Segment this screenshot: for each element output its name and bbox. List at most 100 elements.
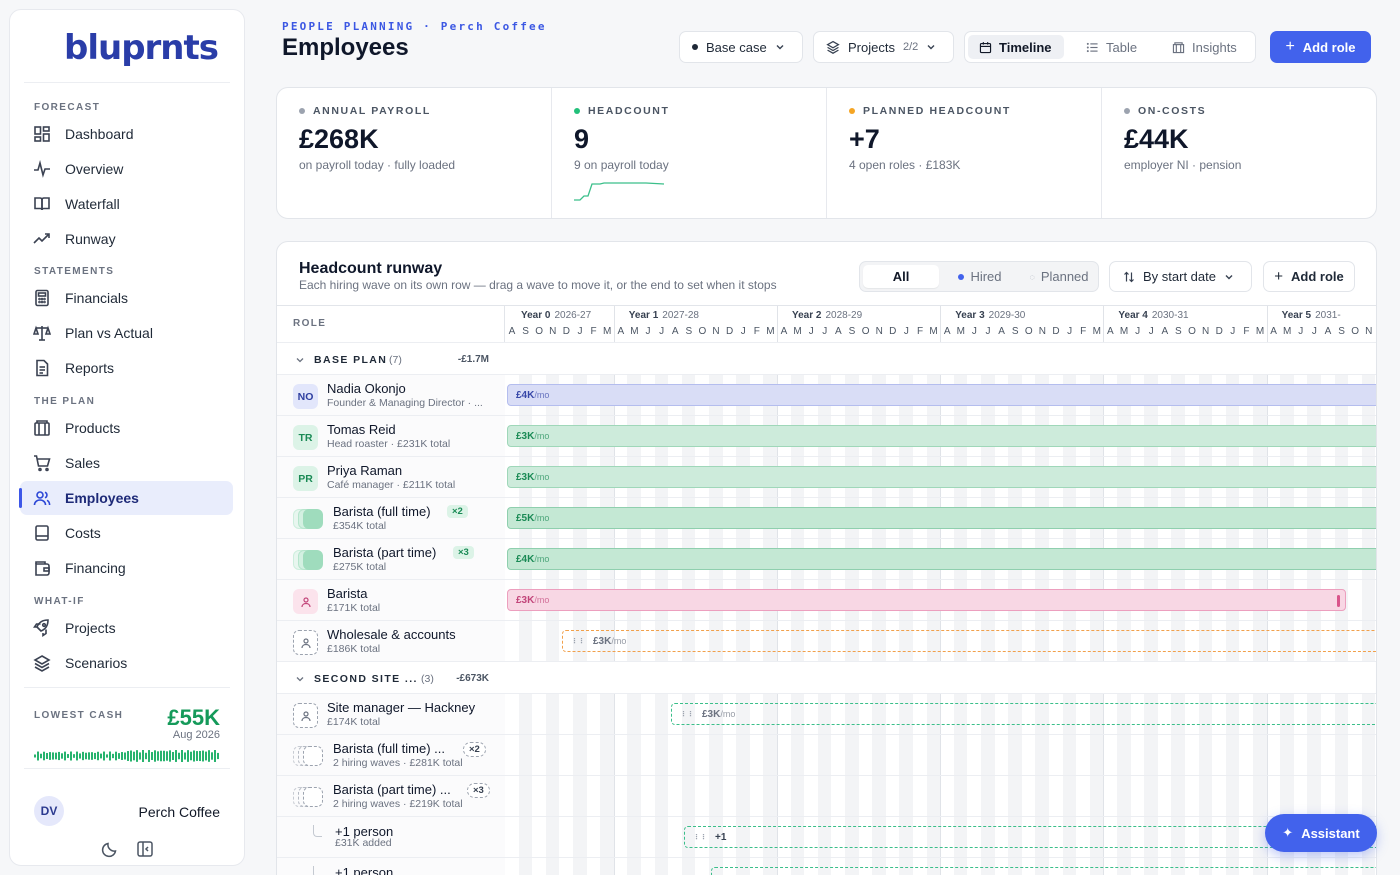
hiring-wave-bar[interactable]: ⋮⋮ £3K/mo (671, 703, 1376, 725)
month-label: J (903, 326, 909, 337)
users-icon (33, 491, 51, 506)
divider (24, 82, 230, 83)
role-row[interactable]: Barista (part time) ... ×3 2 hiring waves … (277, 775, 505, 816)
add-role-secondary-button[interactable]: + Add role (1263, 261, 1355, 292)
sidebar-item-projects[interactable]: Projects (20, 611, 233, 645)
sidebar-item-costs[interactable]: Costs (20, 516, 233, 550)
role-row[interactable]: Barista (part time) ×3 £275K total (277, 538, 505, 579)
kpi-label-text: ANNUAL PAYROLL (313, 105, 431, 117)
cash-spark-bar (136, 750, 138, 762)
group-total: -£1.7M (457, 354, 489, 365)
kpi-headcount[interactable]: HEADCOUNT 9 9 on payroll today (552, 88, 827, 218)
sidebar-item-label: Products (65, 420, 121, 436)
cash-spark-bar (103, 751, 105, 761)
section-statements: STATEMENTS (34, 266, 115, 277)
chevron-down-icon[interactable] (295, 674, 305, 684)
role-row[interactable]: Wholesale & accounts £186K total (277, 620, 505, 661)
month-label: O (1351, 326, 1360, 337)
sidebar-item-reports[interactable]: Reports (20, 351, 233, 385)
sort-select[interactable]: By start date (1109, 261, 1252, 292)
group-avatar-icon (293, 548, 325, 573)
sidebar-item-sales[interactable]: Sales (20, 446, 233, 480)
avatar[interactable]: DV (34, 796, 64, 826)
cash-spark-bar (97, 751, 99, 761)
sidebar-item-products[interactable]: Products (20, 411, 233, 445)
projects-label: Projects (848, 39, 895, 55)
role-subtitle: 2 hiring waves · £281K total (333, 757, 463, 769)
sidebar-item-plan-vs-actual[interactable]: Plan vs Actual (20, 316, 233, 350)
row-divider (505, 415, 1376, 416)
brand-logo[interactable]: bluprnts (64, 28, 219, 68)
role-row[interactable]: NO Nadia Okonjo Founder & Managing Directo… (277, 374, 505, 415)
month-label: D (1215, 326, 1223, 337)
hiring-wave-bar[interactable]: £4K/mo (507, 384, 1376, 406)
hiring-wave-bar[interactable]: £5K/mo (507, 507, 1376, 529)
sidebar-item-label: Reports (65, 360, 115, 376)
sidebar-item-employees[interactable]: Employees (19, 481, 233, 515)
month-label: J (822, 326, 828, 337)
hiring-wave-bar[interactable]: £3K/mo (507, 425, 1376, 447)
role-row[interactable]: Barista (full time) ×2 £354K total (277, 497, 505, 538)
lowest-cash-date: Aug 2026 (172, 729, 220, 741)
hiring-wave-bar[interactable]: ⋮⋮ +1 (684, 826, 1376, 848)
sidebar-item-financials[interactable]: Financials (20, 281, 233, 315)
hiring-wave-bar[interactable]: £4K/mo (507, 548, 1376, 570)
kpi-annual-payroll[interactable]: ANNUAL PAYROLL £268K on payroll today · … (277, 88, 552, 218)
assistant-button[interactable]: ✦ Assistant (1265, 814, 1377, 852)
group-header[interactable]: BASE PLAN (7) -£1.7M (277, 342, 505, 374)
month-label: J (1311, 326, 1317, 337)
cash-sparkline[interactable] (34, 743, 220, 769)
filter-hired[interactable]: Hired (942, 265, 1018, 288)
role-name: Tomas Reid (327, 422, 396, 437)
role-row[interactable]: Site manager — Hackney £174K total (277, 693, 505, 734)
month-label: A (998, 326, 1005, 337)
tab-insights[interactable]: Insights (1161, 35, 1251, 59)
sidebar-item-label: Waterfall (65, 196, 120, 212)
company-name[interactable]: Perch Coffee (138, 804, 220, 820)
avatar: NO (293, 384, 318, 409)
month-label: N (1365, 326, 1373, 337)
moon-icon[interactable] (101, 840, 119, 858)
scenario-select[interactable]: Base case (679, 31, 803, 63)
sidebar-item-waterfall[interactable]: Waterfall (20, 187, 233, 221)
year-range: 2026-27 (554, 310, 592, 321)
filter-planned[interactable]: ◌ Planned (1020, 265, 1098, 288)
year-label: Year 5 2031- (1281, 310, 1341, 321)
hiring-wave-bar[interactable]: £3K/mo (507, 466, 1376, 488)
role-row[interactable]: Barista £171K total (277, 579, 505, 620)
section-the-plan: THE PLAN (34, 396, 96, 407)
month-label: D (725, 326, 734, 337)
group-header[interactable]: SECOND SITE ... (3) -£673K (277, 661, 505, 693)
kpi-on-costs[interactable]: ON-COSTS £44K employer NI · pension (1102, 88, 1376, 218)
role-column-header: ROLE (293, 318, 327, 329)
kpi-value: +7 (849, 124, 880, 154)
drag-handle-icon[interactable]: ⋮⋮ (693, 834, 707, 841)
building-icon (1172, 41, 1185, 53)
hiring-wave-row[interactable]: +1 person £31K added (277, 816, 505, 857)
role-row[interactable]: TR Tomas Reid Head roaster · £231K total (277, 415, 505, 456)
role-row[interactable]: PR Priya Raman Café manager · £211K total (277, 456, 505, 497)
sidebar-item-financing[interactable]: Financing (20, 551, 233, 585)
hiring-wave-row[interactable]: +1 person (277, 857, 505, 875)
sidebar-collapse-icon[interactable] (136, 840, 154, 858)
filter-all[interactable]: All (863, 265, 939, 288)
hiring-wave-bar[interactable]: ⋮⋮ £3K/mo (562, 630, 1376, 652)
projects-select[interactable]: Projects 2/2 (813, 31, 954, 63)
kpi-planned-headcount[interactable]: PLANNED HEADCOUNT +7 4 open roles · £183… (827, 88, 1102, 218)
hiring-wave-bar[interactable]: £3K/mo (507, 589, 1346, 611)
drag-handle-icon[interactable]: ⋮⋮ (571, 638, 585, 645)
sidebar-item-runway[interactable]: Runway (20, 222, 233, 256)
sidebar-item-scenarios[interactable]: Scenarios (20, 646, 233, 680)
chevron-down-icon[interactable] (295, 355, 305, 365)
add-role-button[interactable]: + Add role (1270, 31, 1371, 63)
role-row[interactable]: Barista (full time) ... ×2 2 hiring waves … (277, 734, 505, 775)
sidebar-item-dashboard[interactable]: Dashboard (20, 117, 233, 151)
tab-table[interactable]: Table (1075, 35, 1157, 59)
resize-handle[interactable] (1337, 595, 1340, 607)
tab-timeline[interactable]: Timeline (968, 35, 1064, 59)
bar-label: £3K/mo (593, 635, 627, 647)
sidebar-item-overview[interactable]: Overview (20, 152, 233, 186)
drag-handle-icon[interactable]: ⋮⋮ (680, 711, 694, 718)
hiring-wave-bar[interactable]: ⋮⋮ (711, 867, 1376, 875)
